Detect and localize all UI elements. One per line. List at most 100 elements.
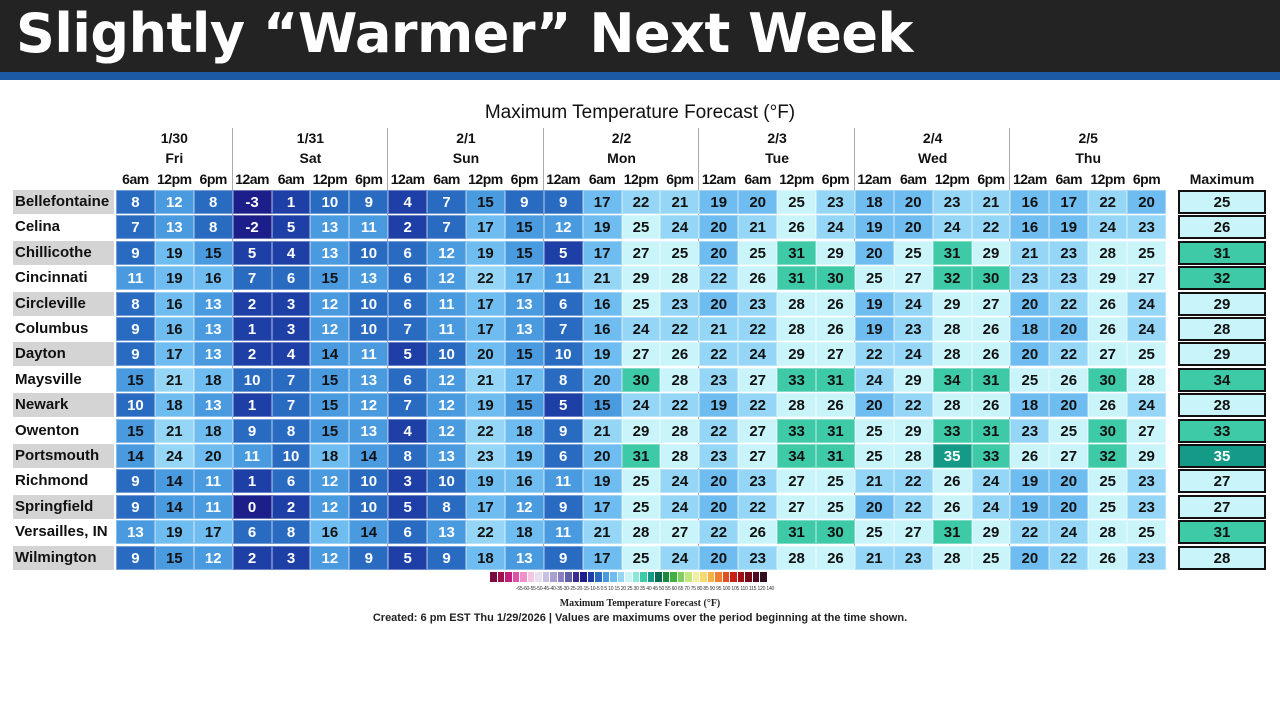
temperature-cell: 29 <box>621 418 661 443</box>
temperature-cell: 14 <box>154 469 194 494</box>
title-banner: Slightly “Warmer” Next Week <box>0 0 1280 72</box>
temperature-cell: 11 <box>116 266 155 291</box>
temperature-cell: 5 <box>271 215 311 240</box>
time-header: 12am <box>701 171 736 187</box>
temperature-cell: 16 <box>582 317 622 341</box>
temperature-cell: 19 <box>699 393 739 418</box>
temperature-cell: 10 <box>427 469 466 494</box>
temperature-cell: 9 <box>543 418 583 443</box>
temperature-cell: 9 <box>116 240 155 265</box>
legend-swatch <box>707 572 715 582</box>
temperature-cell: 18 <box>854 190 894 214</box>
time-header: 6pm <box>199 171 228 187</box>
temperature-cell: 5 <box>543 240 583 265</box>
legend-swatch <box>542 572 550 582</box>
temperature-cell: 25 <box>854 444 894 468</box>
temperature-cell: 26 <box>971 393 1011 418</box>
time-header: 6pm <box>510 171 539 187</box>
temperature-cell: 5 <box>232 240 272 265</box>
temperature-cell: 21 <box>154 367 194 392</box>
temperature-cell: 9 <box>116 342 155 367</box>
temperature-cell: 20 <box>738 190 778 214</box>
temperature-cell: 31 <box>777 266 816 291</box>
temperature-cell: 14 <box>116 444 155 468</box>
temperature-cell: 28 <box>660 444 700 468</box>
temperature-cell: 21 <box>154 418 194 443</box>
temperature-cell: 19 <box>154 520 194 545</box>
temperature-cell: 22 <box>738 393 778 418</box>
temperature-cell: 24 <box>1088 215 1128 240</box>
temperature-cell: 34 <box>777 444 816 468</box>
temperature-cell: 17 <box>1049 190 1089 214</box>
legend-swatch <box>700 572 708 582</box>
temperature-cell: 31 <box>932 520 972 545</box>
day-name-header: Thu <box>1075 150 1102 166</box>
temperature-cell: 15 <box>582 393 622 418</box>
temperature-cell: 25 <box>777 190 816 214</box>
temperature-cell: 15 <box>466 190 505 214</box>
temperature-cell: 31 <box>932 240 972 265</box>
temperature-cell: 6 <box>543 444 583 468</box>
legend-swatch <box>760 572 768 582</box>
temperature-cell: 27 <box>777 469 816 494</box>
temperature-cell: 12 <box>193 545 233 570</box>
temperature-cell: 20 <box>1049 494 1089 519</box>
temperature-cell: 6 <box>271 469 311 494</box>
temperature-cell: 24 <box>1127 393 1166 418</box>
temperature-cell: 25 <box>854 266 894 291</box>
legend-swatch <box>527 572 535 582</box>
legend-swatch <box>557 572 565 582</box>
time-header: 6pm <box>1132 171 1161 187</box>
temperature-cell: 27 <box>777 494 816 519</box>
temperature-cell: 5 <box>388 342 428 367</box>
legend-swatch <box>752 572 760 582</box>
time-header: 12am <box>235 171 269 187</box>
temperature-cell: 13 <box>427 520 466 545</box>
temperature-cell: 25 <box>621 545 661 570</box>
temperature-cell: 17 <box>504 367 544 392</box>
temperature-cell: 12 <box>349 393 389 418</box>
temperature-cell: 19 <box>582 215 622 240</box>
legend-swatch <box>520 572 528 582</box>
temperature-cell: 13 <box>116 520 155 545</box>
temperature-cell: 21 <box>660 190 700 214</box>
temperature-cell: 19 <box>1010 494 1050 519</box>
time-header: 12pm <box>779 171 814 187</box>
temperature-cell: 25 <box>1049 418 1089 443</box>
temperature-cell: 26 <box>1088 291 1128 316</box>
temperature-cell: 20 <box>1010 291 1050 316</box>
temperature-cell: 4 <box>388 190 428 214</box>
temperature-cell: 15 <box>193 240 233 265</box>
temperature-cell: 30 <box>621 367 661 392</box>
temperature-cell: 16 <box>504 469 544 494</box>
temperature-cell: 22 <box>466 418 505 443</box>
time-header: 12pm <box>157 171 192 187</box>
temperature-cell: 27 <box>893 520 933 545</box>
temperature-cell: 26 <box>932 469 972 494</box>
city-label: Columbus <box>15 320 89 337</box>
temperature-cell: 5 <box>388 545 428 570</box>
temperature-cell: 28 <box>932 545 972 570</box>
temperature-cell: 31 <box>777 520 816 545</box>
temperature-cell: 28 <box>777 545 816 570</box>
temperature-cell: 20 <box>893 190 933 214</box>
temperature-cell: 12 <box>427 393 466 418</box>
legend-swatch <box>745 572 753 582</box>
temperature-cell: 23 <box>1127 494 1166 519</box>
temperature-cell: 30 <box>1088 367 1128 392</box>
time-header: 12pm <box>312 171 348 187</box>
temperature-cell: 28 <box>932 317 972 341</box>
temperature-cell: 15 <box>504 215 544 240</box>
temperature-cell: 26 <box>816 291 855 316</box>
legend-swatch <box>550 572 558 582</box>
maximum-cell: 28 <box>1178 545 1266 570</box>
temperature-cell: 25 <box>971 545 1011 570</box>
temperature-cell: 29 <box>971 240 1011 265</box>
temperature-cell: 13 <box>310 215 350 240</box>
temperature-cell: 31 <box>621 444 661 468</box>
temperature-cell: 20 <box>854 393 894 418</box>
temperature-cell: 15 <box>310 418 350 443</box>
time-header: 12pm <box>934 171 970 187</box>
temperature-cell: 9 <box>543 545 583 570</box>
temperature-cell: 13 <box>310 240 350 265</box>
